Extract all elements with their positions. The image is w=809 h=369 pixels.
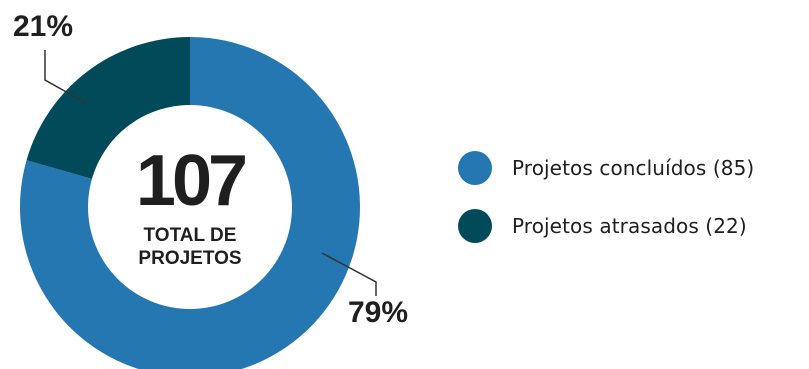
legend-label-concluidos: Projetos concluídos (85) [512,156,755,180]
legend-swatch-atrasados [458,209,492,243]
center-caption-line2: PROJETOS [138,248,241,269]
leader-line-concluidos [321,252,377,296]
center-total-number: 107 [136,141,245,221]
legend-item-atrasados: Projetos atrasados (22) [458,208,803,244]
donut-center-hole [88,105,292,309]
percent-label-atrasados: 21% [13,10,73,43]
legend-swatch-concluidos [458,151,492,185]
chart-legend: Projetos concluídos (85) Projetos atrasa… [458,150,803,266]
percent-label-concluidos: 79% [348,296,408,329]
center-caption-line1: TOTAL DE [144,225,237,246]
legend-item-concluidos: Projetos concluídos (85) [458,150,803,186]
legend-label-atrasados: Projetos atrasados (22) [512,214,747,238]
leader-line-atrasados [44,50,87,104]
